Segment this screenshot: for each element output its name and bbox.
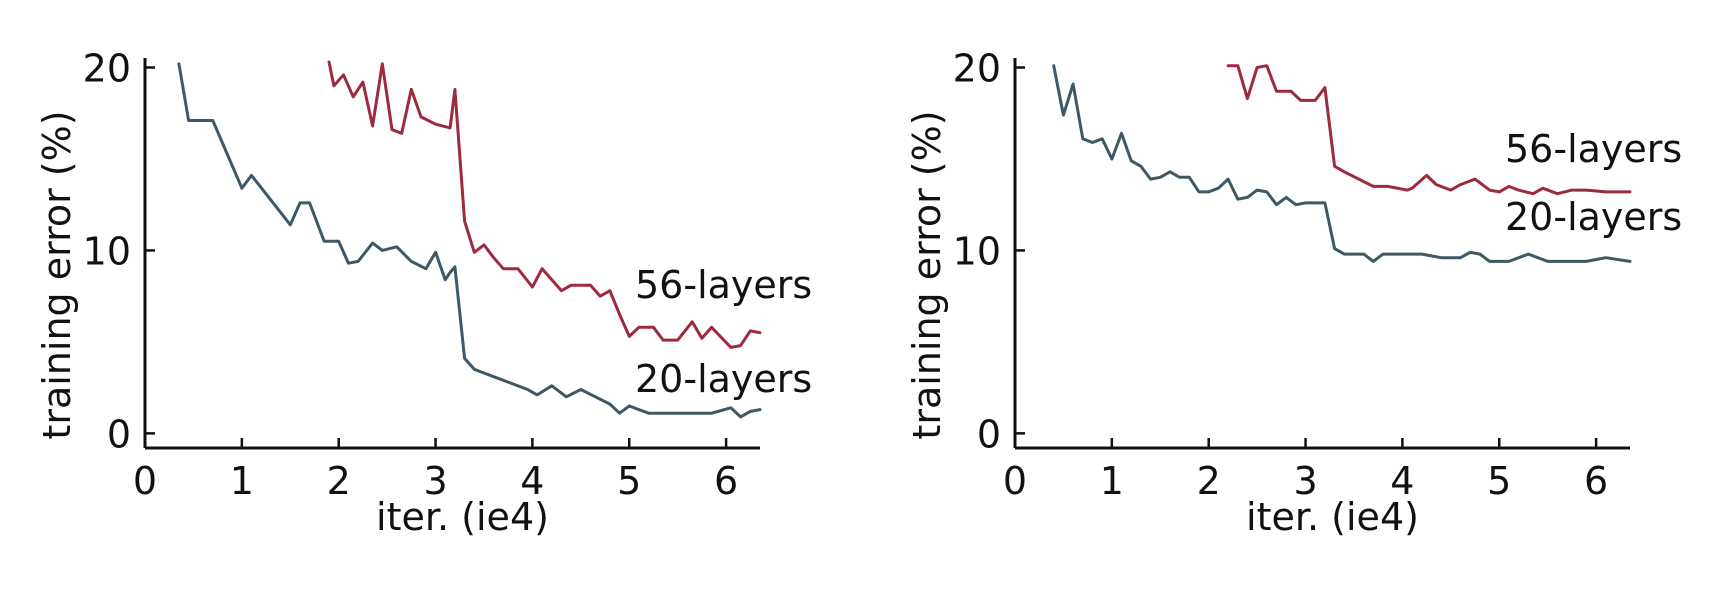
y-tick-label: 0 <box>977 412 1001 456</box>
left-chart: 0 1 2 3 4 5 6 0 10 20 iter. (ie4) training error (%… <box>35 46 812 539</box>
series-label-56-layers: 56-layers <box>1505 127 1682 171</box>
right-chart: 0 1 2 3 4 5 6 0 10 20 iter. (ie4) training error (%… <box>905 46 1682 539</box>
series-label-56-layers: 56-layers <box>635 263 812 307</box>
x-axis-label: iter. (ie4) <box>1246 495 1419 539</box>
series-label-20-layers: 20-layers <box>1505 195 1682 239</box>
x-tick-label: 5 <box>617 459 641 503</box>
series-line-56-layers <box>327 60 762 349</box>
y-tick-label: 10 <box>83 229 131 273</box>
series-line-20-layers <box>1052 64 1632 263</box>
x-tick-label: 3 <box>423 459 447 503</box>
x-tick-label: 2 <box>1197 459 1221 503</box>
x-tick-label: 6 <box>1584 459 1608 503</box>
x-tick-label: 4 <box>520 459 544 503</box>
y-tick-label: 20 <box>953 46 1001 90</box>
x-tick-label: 5 <box>1487 459 1511 503</box>
y-tick-label: 0 <box>107 412 131 456</box>
x-tick-label: 0 <box>133 459 157 503</box>
x-axis-label: iter. (ie4) <box>376 495 549 539</box>
x-tick-label: 1 <box>230 459 254 503</box>
y-tick-label: 10 <box>953 229 1001 273</box>
x-tick-label: 3 <box>1293 459 1317 503</box>
x-tick-label: 2 <box>327 459 351 503</box>
x-tick-label: 0 <box>1003 459 1027 503</box>
x-tick-label: 6 <box>714 459 738 503</box>
y-axis-label: training error (%) <box>905 110 949 439</box>
series-label-20-layers: 20-layers <box>635 357 812 401</box>
y-axis-label: training error (%) <box>35 110 79 439</box>
y-tick-label: 20 <box>83 46 131 90</box>
series-line-20-layers <box>177 62 762 419</box>
x-tick-label: 4 <box>1390 459 1414 503</box>
series-line-56-layers <box>1226 64 1632 196</box>
x-tick-label: 1 <box>1100 459 1124 503</box>
